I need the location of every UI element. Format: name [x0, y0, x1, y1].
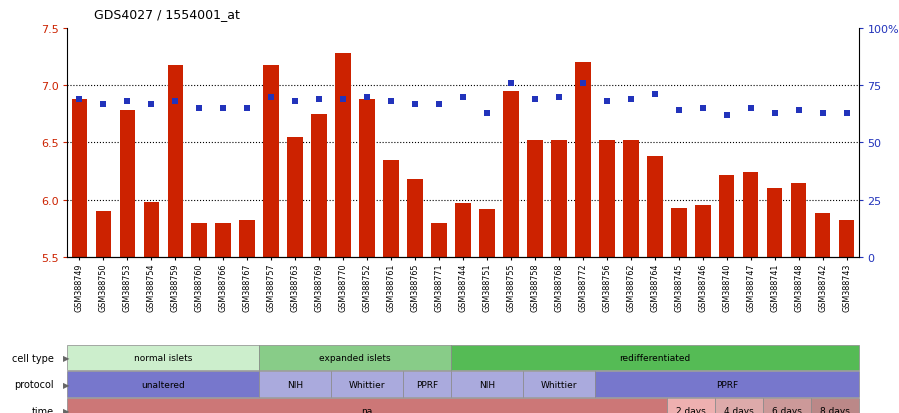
Bar	[743, 173, 759, 257]
Text: NIH: NIH	[479, 380, 495, 389]
Bar	[432, 223, 447, 257]
Point	[743, 106, 758, 112]
Bar	[839, 221, 854, 257]
Point	[672, 108, 686, 114]
Point	[72, 96, 86, 103]
Point	[120, 99, 135, 105]
Bar	[527, 141, 543, 257]
Text: PPRF: PPRF	[416, 380, 438, 389]
Point	[480, 110, 494, 117]
Text: redifferentiated: redifferentiated	[619, 353, 690, 362]
Bar	[335, 54, 351, 257]
Point	[647, 92, 662, 98]
Point	[336, 96, 351, 103]
Text: na: na	[361, 406, 373, 413]
Point	[192, 106, 207, 112]
Point	[456, 94, 470, 101]
Bar	[719, 175, 734, 257]
Text: ▶: ▶	[63, 406, 69, 413]
Text: normal islets: normal islets	[134, 353, 192, 362]
Text: GDS4027 / 1554001_at: GDS4027 / 1554001_at	[94, 8, 240, 21]
Bar	[288, 138, 303, 257]
Text: unaltered: unaltered	[141, 380, 185, 389]
Point	[768, 110, 782, 117]
Bar	[814, 214, 831, 257]
Point	[168, 99, 182, 105]
Point	[815, 110, 830, 117]
Point	[240, 106, 254, 112]
Bar	[575, 63, 591, 257]
Point	[503, 81, 518, 87]
Bar	[479, 209, 494, 257]
Bar	[503, 92, 519, 257]
Point	[432, 101, 446, 107]
Point	[840, 110, 854, 117]
Bar	[360, 100, 375, 257]
Text: NIH: NIH	[287, 380, 303, 389]
Text: Whittier: Whittier	[349, 380, 386, 389]
Point	[552, 94, 566, 101]
Text: protocol: protocol	[14, 379, 54, 389]
Bar	[695, 206, 710, 257]
Text: time: time	[31, 406, 54, 413]
Text: 6 days: 6 days	[771, 406, 802, 413]
Bar	[767, 189, 782, 257]
Bar	[144, 202, 159, 257]
Point	[791, 108, 806, 114]
Point	[96, 101, 111, 107]
Point	[624, 96, 638, 103]
Text: expanded islets: expanded islets	[319, 353, 391, 362]
Bar	[407, 180, 423, 257]
Point	[575, 81, 590, 87]
Bar	[191, 223, 207, 257]
Bar	[239, 221, 255, 257]
Text: ▶: ▶	[63, 353, 69, 362]
Point	[264, 94, 279, 101]
Point	[696, 106, 710, 112]
Point	[384, 99, 398, 105]
Bar	[95, 211, 111, 257]
Bar	[263, 65, 279, 257]
Point	[408, 101, 423, 107]
Point	[144, 101, 158, 107]
Text: ▶: ▶	[63, 380, 69, 389]
Bar	[671, 208, 687, 257]
Bar	[311, 114, 327, 257]
Bar	[455, 204, 471, 257]
Bar	[120, 111, 135, 257]
Bar	[647, 157, 663, 257]
Bar	[72, 100, 87, 257]
Text: Whittier: Whittier	[540, 380, 577, 389]
Bar	[551, 141, 566, 257]
Bar	[791, 183, 806, 257]
Point	[312, 96, 326, 103]
Point	[288, 99, 302, 105]
Text: 2 days: 2 days	[676, 406, 706, 413]
Point	[528, 96, 542, 103]
Text: 4 days: 4 days	[724, 406, 753, 413]
Bar	[216, 223, 231, 257]
Bar	[623, 141, 638, 257]
Bar	[167, 65, 183, 257]
Point	[360, 94, 374, 101]
Bar	[383, 160, 399, 257]
Point	[719, 112, 734, 119]
Text: 8 days: 8 days	[820, 406, 850, 413]
Text: PPRF: PPRF	[716, 380, 738, 389]
Bar	[599, 141, 615, 257]
Point	[216, 106, 230, 112]
Point	[600, 99, 614, 105]
Text: cell type: cell type	[12, 353, 54, 363]
